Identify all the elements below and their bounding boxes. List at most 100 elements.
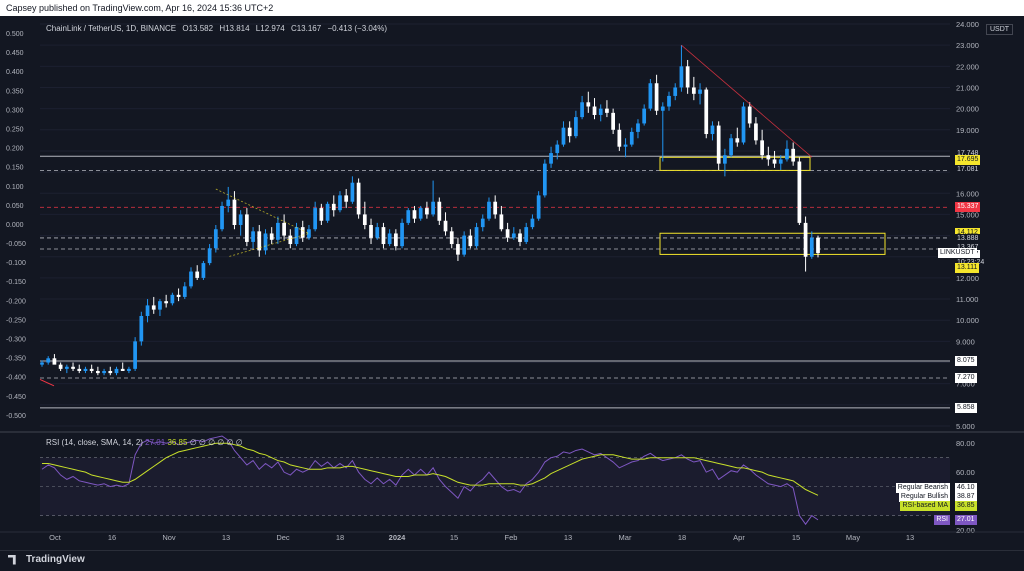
price-tag: 14.112	[955, 228, 980, 239]
candle-body	[555, 144, 560, 154]
candle-body	[710, 125, 715, 135]
candle-body	[338, 195, 342, 211]
price-tick-label: 10.000	[956, 316, 979, 325]
price-tick-label: 15.000	[956, 210, 979, 219]
candle-body	[698, 89, 702, 94]
left-tick-label: -0.300	[6, 337, 26, 344]
rsi-tag-label: Regular Bearish	[895, 483, 950, 493]
candle-body	[660, 106, 665, 111]
candle-body	[499, 214, 504, 230]
candle-body	[226, 199, 231, 206]
candle-body	[71, 366, 75, 369]
candle-body	[574, 117, 578, 137]
candle-body	[251, 231, 255, 242]
price-tag: 13.111	[955, 263, 980, 274]
price-tick-label: 16.000	[956, 189, 979, 198]
candle-body	[158, 301, 162, 310]
candle-body	[437, 201, 442, 221]
time-tick-label: Feb	[505, 533, 518, 542]
left-tick-label: 0.250	[6, 126, 24, 133]
time-tick-label: Mar	[619, 533, 632, 542]
candle-body	[679, 66, 684, 88]
candle-body	[406, 210, 411, 223]
candle-body	[443, 220, 448, 232]
candle-body	[468, 235, 473, 247]
low-value: L12.974	[255, 24, 285, 33]
candle-body	[549, 153, 553, 164]
support-zone	[659, 156, 811, 171]
publish-text: Capsey published on TradingView.com, Apr…	[6, 3, 274, 13]
left-tick-label: -0.450	[6, 394, 26, 401]
left-tick-label: -0.100	[6, 260, 26, 267]
candle-body	[319, 208, 324, 221]
left-tick-label: -0.350	[6, 356, 26, 363]
candle-body	[493, 201, 498, 215]
candle-body	[741, 106, 746, 143]
candle-body	[40, 362, 44, 365]
time-tick-label: 15	[450, 533, 458, 542]
candle-body	[300, 227, 305, 238]
left-tick-label: -0.150	[6, 279, 26, 286]
candle-body	[418, 208, 423, 219]
rsi-ma-line	[42, 442, 819, 496]
candle-body	[685, 66, 690, 88]
candle-body	[778, 159, 783, 164]
price-tag: 17.748	[955, 149, 981, 160]
time-tick-label: May	[846, 533, 860, 542]
price-tick-label: 21.000	[956, 83, 979, 92]
time-tick-label: 15	[792, 533, 800, 542]
candle-body	[462, 235, 467, 255]
candle-body	[747, 106, 752, 124]
trend-line-short	[39, 378, 55, 387]
currency-button[interactable]: USDT	[986, 24, 1014, 35]
candle-body	[170, 294, 175, 304]
candle-body	[46, 358, 51, 363]
price-tick-label: 19.000	[956, 126, 979, 135]
time-tick-label: 2024	[389, 533, 407, 542]
candle-body	[145, 305, 150, 316]
candle-body	[791, 148, 796, 162]
candle-body	[369, 225, 373, 238]
candle-body	[325, 203, 330, 221]
candle-body	[716, 125, 721, 164]
candle-body	[766, 155, 771, 160]
rsi-tick-label: 80.00	[956, 439, 975, 448]
candle-body	[586, 102, 591, 107]
candle-body	[176, 294, 181, 297]
candle-body	[381, 227, 386, 245]
rsi-tag-value: 36.85	[955, 501, 977, 511]
rsi-tick-label: 20.00	[956, 526, 975, 535]
left-tick-label: -0.500	[6, 413, 26, 420]
rsi-tag-label: Regular Bullish	[898, 492, 950, 502]
left-tick-label: -0.250	[6, 317, 26, 324]
candle-body	[213, 229, 218, 249]
time-tick-label: 18	[678, 533, 686, 542]
candle-body	[201, 263, 206, 278]
candle-body	[673, 87, 678, 96]
rsi-label: RSI (14, close, SMA, 14, 2)	[46, 438, 143, 447]
price-tag: 10:23:24	[955, 258, 987, 269]
price-chart-svg[interactable]: 24.00023.00022.00021.00020.00019.00018.0…	[0, 16, 1024, 550]
symbol-title: ChainLink / TetherUS, 1D, BINANCE	[46, 24, 177, 33]
candle-body	[356, 182, 361, 215]
candle-body	[114, 368, 119, 374]
price-tick-label: 22.000	[956, 62, 979, 71]
symbol-legend: ChainLink / TetherUS, 1D, BINANCE O13.58…	[46, 24, 387, 33]
tradingview-logo[interactable]: TradingView	[8, 554, 85, 565]
candle-body	[89, 368, 94, 371]
candle-body	[64, 366, 69, 369]
price-tag: 17.695	[955, 155, 981, 166]
candle-body	[313, 208, 318, 230]
chart-area[interactable]: 24.00023.00022.00021.00020.00019.00018.0…	[0, 16, 1024, 550]
rsi-legend-extra: ∅ ∅ ∅ ∅ ∅ ∅	[189, 438, 243, 447]
candle-body	[772, 159, 777, 164]
candle-body	[387, 233, 392, 245]
left-tick-label: 0.050	[6, 203, 24, 210]
candle-body	[704, 89, 709, 135]
candle-body	[760, 140, 764, 156]
price-tick-label: 5.000	[956, 422, 975, 431]
candle-body	[611, 112, 615, 130]
time-tick-label: Dec	[276, 533, 290, 542]
left-tick-label: 0.200	[6, 146, 24, 153]
price-tag: 13.367	[955, 242, 981, 253]
